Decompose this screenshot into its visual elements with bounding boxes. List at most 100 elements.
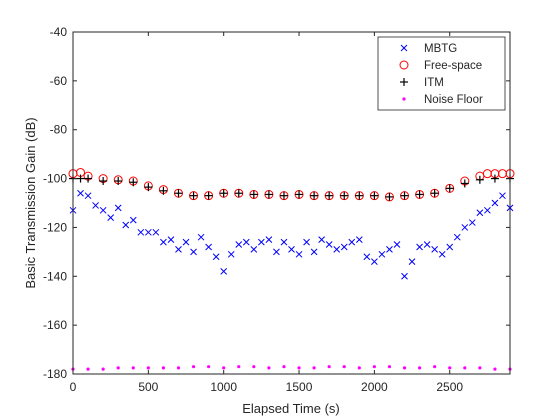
itm-point xyxy=(114,177,123,186)
noise-floor-point xyxy=(493,367,497,371)
mbtg-point xyxy=(438,250,446,258)
itm-point xyxy=(279,191,288,200)
mbtg-point xyxy=(468,219,476,226)
mbtg-point xyxy=(280,238,288,246)
noise-floor-point xyxy=(252,365,256,369)
mbtg-point xyxy=(288,246,295,253)
mbtg-point xyxy=(265,236,273,243)
itm-point xyxy=(264,190,273,199)
legend-item-itm: ITM xyxy=(400,77,444,89)
series-noise-floor xyxy=(71,365,512,371)
legend-box xyxy=(377,36,506,111)
series-itm xyxy=(69,174,514,201)
mbtg-point xyxy=(393,241,401,248)
mbtg-point xyxy=(461,224,469,231)
noise-floor-point xyxy=(433,365,437,369)
mbtg-point xyxy=(273,248,280,256)
itm-point xyxy=(490,174,499,183)
noise-floor-point xyxy=(327,365,331,369)
y-tick-label: -100 xyxy=(43,172,67,186)
noise-floor-point xyxy=(478,366,482,370)
legend-item-noise-floor: Noise Floor xyxy=(402,94,483,106)
x-tick-label: 500 xyxy=(138,380,158,394)
mbtg-point xyxy=(99,206,107,214)
mbtg-point xyxy=(137,228,145,236)
itm-point xyxy=(129,178,138,187)
itm-point xyxy=(385,192,394,201)
x-tick-label: 1000 xyxy=(210,380,237,394)
y-tick-label: -120 xyxy=(43,220,67,234)
y-tick-label: -80 xyxy=(50,123,68,137)
itm-point xyxy=(219,189,228,198)
mbtg-point xyxy=(446,243,454,251)
noise-floor-point xyxy=(282,365,286,369)
mbtg-point xyxy=(197,233,205,241)
mbtg-point xyxy=(363,253,371,261)
x-axis-label: Elapsed Time (s) xyxy=(242,401,340,416)
noise-floor-point xyxy=(342,365,346,369)
noise-floor-point xyxy=(448,366,452,370)
itm-point xyxy=(370,191,379,200)
itm-point xyxy=(189,191,198,200)
noise-floor-point xyxy=(191,365,196,369)
mbtg-point xyxy=(84,192,92,200)
mbtg-point xyxy=(175,246,182,253)
mbtg-point xyxy=(167,236,175,243)
noise-floor-point xyxy=(176,366,181,370)
legend-items: MBTG Free-space ITM Noise Floor xyxy=(399,43,483,106)
noise-floor-point xyxy=(417,366,422,370)
mbtg-point xyxy=(484,206,491,214)
itm-point xyxy=(310,191,319,200)
noise-floor-point xyxy=(222,366,226,370)
itm-point xyxy=(249,190,258,199)
noise-floor-point xyxy=(312,366,316,370)
mbtg-point xyxy=(235,241,243,248)
x-ticks-layer: 0 500 1000 1500 2000 2500 xyxy=(70,32,463,394)
mbtg-point xyxy=(303,238,310,246)
mbtg-point xyxy=(242,238,250,246)
mbtg-point xyxy=(227,250,235,258)
mbtg-point xyxy=(77,189,84,197)
x-tick-label: 0 xyxy=(70,380,77,394)
mbtg-point xyxy=(355,236,363,243)
mbtg-point xyxy=(310,248,318,256)
mbtg-point xyxy=(258,238,265,246)
noise-floor-point xyxy=(116,366,120,370)
noise-floor-point xyxy=(101,367,105,371)
mbtg-point xyxy=(144,228,152,236)
y-tick-label: -180 xyxy=(43,367,67,381)
mbtg-point xyxy=(190,248,197,256)
mbtg-point xyxy=(333,246,341,253)
itm-point xyxy=(76,174,85,183)
x-tick-label: 1500 xyxy=(286,380,313,394)
itm-point xyxy=(295,190,304,199)
noise-floor-point xyxy=(463,366,467,370)
mbtg-point xyxy=(371,258,378,265)
mbtg-point xyxy=(295,250,303,258)
mbtg-point xyxy=(182,238,190,246)
y-ticks-layer: -40 -60 -80 -100 -120 -140 -160 -180 xyxy=(43,25,510,381)
y-tick-label: -40 xyxy=(50,25,68,39)
noise-floor-point xyxy=(267,366,271,370)
mbtg-point xyxy=(160,238,167,246)
legend-label-noise-floor: Noise Floor xyxy=(424,94,483,106)
axes-box xyxy=(72,31,511,375)
noise-floor-point xyxy=(237,365,241,369)
itm-point xyxy=(174,189,183,198)
mbtg-point xyxy=(205,243,212,251)
mbtg-point xyxy=(453,233,461,241)
legend-marker-noise-floor xyxy=(402,97,406,101)
x-tick-label: 2500 xyxy=(436,380,463,394)
legend-marker-free-space xyxy=(399,60,409,70)
legend: MBTG Free-space ITM Noise Floor xyxy=(377,36,506,111)
mbtg-point xyxy=(220,268,228,275)
noise-floor-point xyxy=(131,366,135,370)
legend-marker-mbtg xyxy=(400,44,408,52)
itm-point xyxy=(99,177,108,186)
mbtg-point xyxy=(491,199,499,207)
itm-point xyxy=(445,184,454,193)
noise-floor-point xyxy=(297,366,301,370)
mbtg-point xyxy=(250,246,258,253)
mbtg-point xyxy=(423,241,431,248)
